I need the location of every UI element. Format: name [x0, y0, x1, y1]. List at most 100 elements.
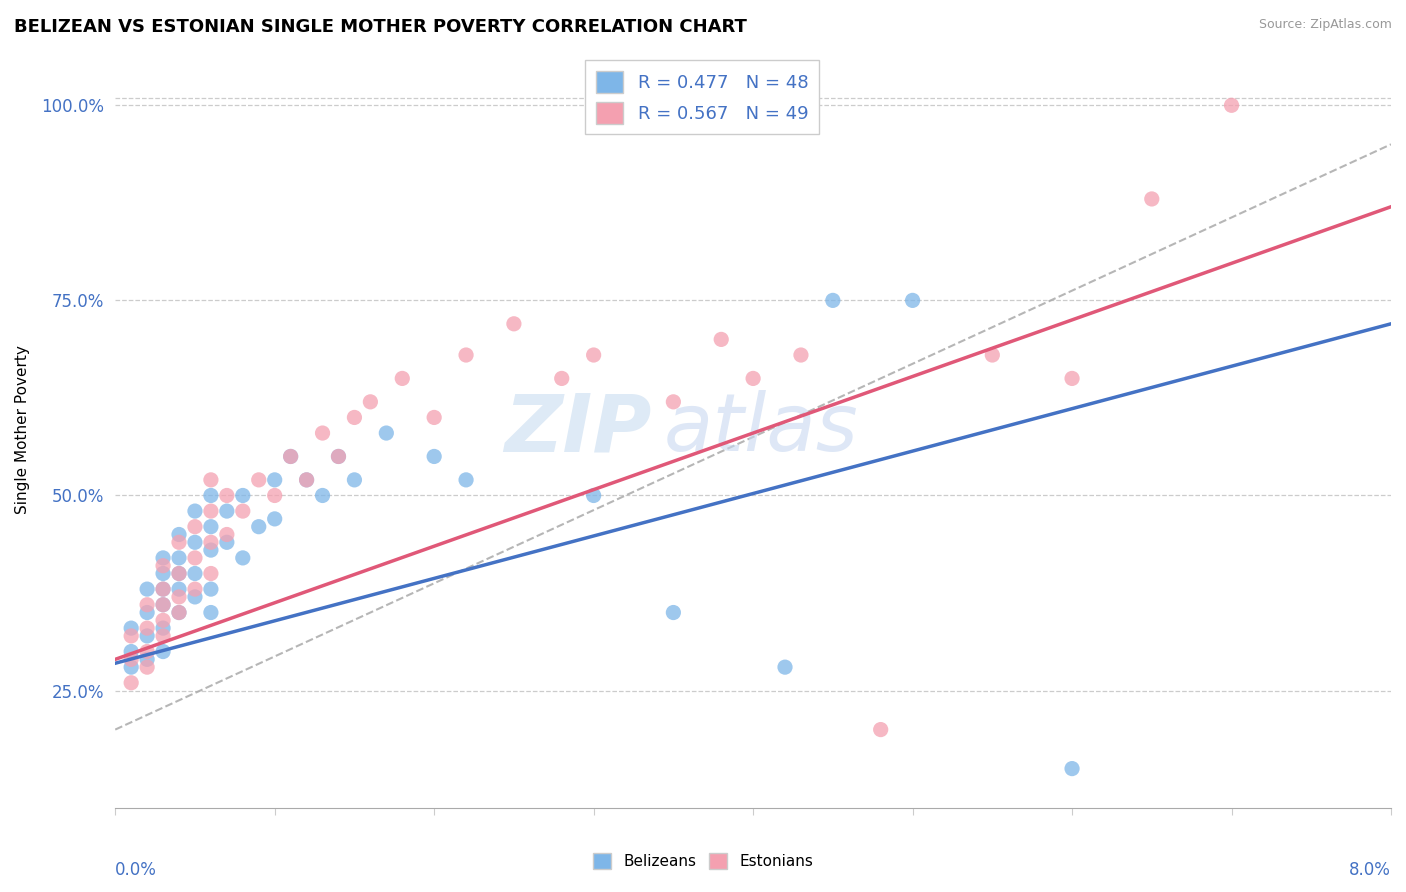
Point [184, 566, 207, 581]
Point [232, 488, 254, 502]
Point [311, 488, 333, 502]
Point [167, 582, 190, 596]
Point [215, 488, 238, 502]
Point [152, 598, 174, 612]
Point [343, 410, 366, 425]
Legend: R = 0.477   N = 48, R = 0.567   N = 49: R = 0.477 N = 48, R = 0.567 N = 49 [585, 60, 818, 135]
Legend: Belizeans, Estonians: Belizeans, Estonians [586, 847, 820, 875]
Point [200, 535, 222, 549]
Point [742, 371, 765, 385]
Point [263, 512, 285, 526]
Point [184, 582, 207, 596]
Point [662, 606, 685, 620]
Point [263, 473, 285, 487]
Point [120, 629, 142, 643]
Point [152, 566, 174, 581]
Point [232, 504, 254, 518]
Point [359, 394, 381, 409]
Point [120, 621, 142, 635]
Point [152, 613, 174, 627]
Point [120, 644, 142, 658]
Point [152, 550, 174, 565]
Point [152, 582, 174, 596]
Point [167, 566, 190, 581]
Point [551, 371, 574, 385]
Y-axis label: Single Mother Poverty: Single Mother Poverty [15, 344, 30, 514]
Point [343, 473, 366, 487]
Point [136, 582, 159, 596]
Point [215, 535, 238, 549]
Point [152, 629, 174, 643]
Point [901, 293, 924, 308]
Point [120, 675, 142, 690]
Point [328, 450, 350, 464]
Text: Source: ZipAtlas.com: Source: ZipAtlas.com [1258, 18, 1392, 31]
Point [167, 566, 190, 581]
Point [375, 425, 398, 440]
Point [391, 371, 413, 385]
Point [295, 473, 318, 487]
Point [582, 348, 605, 362]
Point [167, 590, 190, 604]
Point [152, 582, 174, 596]
Text: 8.0%: 8.0% [1350, 861, 1391, 879]
Point [215, 504, 238, 518]
Point [120, 652, 142, 666]
Point [423, 450, 446, 464]
Point [184, 550, 207, 565]
Point [136, 621, 159, 635]
Point [295, 473, 318, 487]
Point [167, 606, 190, 620]
Point [232, 550, 254, 565]
Point [200, 566, 222, 581]
Point [247, 473, 270, 487]
Point [328, 450, 350, 464]
Point [184, 519, 207, 533]
Text: ZIP: ZIP [503, 390, 651, 468]
Point [582, 488, 605, 502]
Point [184, 590, 207, 604]
Point [120, 660, 142, 674]
Point [1220, 98, 1243, 112]
Text: atlas: atlas [664, 390, 859, 468]
Point [167, 535, 190, 549]
Point [247, 519, 270, 533]
Point [454, 348, 477, 362]
Point [136, 598, 159, 612]
Point [1060, 371, 1083, 385]
Point [790, 348, 813, 362]
Point [200, 582, 222, 596]
Point [200, 519, 222, 533]
Point [184, 504, 207, 518]
Point [423, 410, 446, 425]
Point [263, 488, 285, 502]
Point [454, 473, 477, 487]
Point [311, 425, 333, 440]
Text: 0.0%: 0.0% [115, 861, 157, 879]
Point [200, 473, 222, 487]
Point [215, 527, 238, 541]
Point [200, 606, 222, 620]
Point [152, 621, 174, 635]
Point [200, 504, 222, 518]
Point [136, 606, 159, 620]
Point [152, 644, 174, 658]
Point [280, 450, 302, 464]
Point [1140, 192, 1163, 206]
Point [503, 317, 526, 331]
Point [821, 293, 844, 308]
Point [136, 652, 159, 666]
Point [1060, 762, 1083, 776]
Text: BELIZEAN VS ESTONIAN SINGLE MOTHER POVERTY CORRELATION CHART: BELIZEAN VS ESTONIAN SINGLE MOTHER POVER… [14, 18, 747, 36]
Point [773, 660, 796, 674]
Point [200, 488, 222, 502]
Point [200, 543, 222, 558]
Point [152, 558, 174, 573]
Point [167, 606, 190, 620]
Point [869, 723, 891, 737]
Point [152, 598, 174, 612]
Point [662, 394, 685, 409]
Point [710, 333, 733, 347]
Point [136, 660, 159, 674]
Point [167, 550, 190, 565]
